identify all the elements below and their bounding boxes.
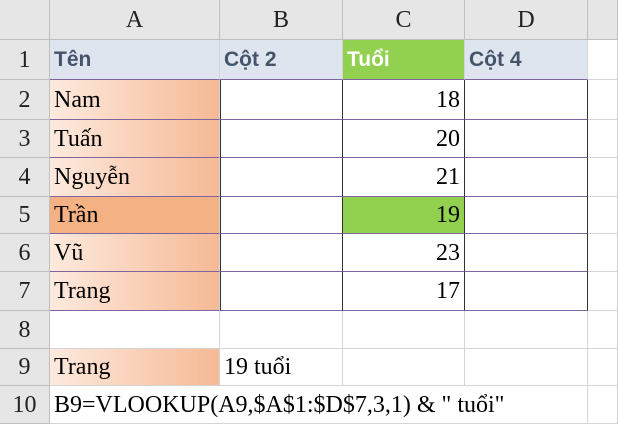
table-header: Cột 2 bbox=[220, 40, 343, 80]
name-cell: Tuấn bbox=[50, 120, 220, 158]
age-cell: 20 bbox=[343, 120, 465, 158]
name-cell: Nguyễn bbox=[50, 158, 220, 197]
row-header: 4 bbox=[0, 158, 50, 197]
empty-cell bbox=[220, 197, 343, 234]
row-header: 6 bbox=[0, 234, 50, 272]
table-header: Tuổi bbox=[343, 40, 465, 80]
table-header: Tên bbox=[50, 40, 220, 80]
empty-cell bbox=[465, 234, 588, 272]
name-cell: Nam bbox=[50, 80, 220, 120]
row-header: 10 bbox=[0, 386, 50, 424]
empty-cell bbox=[50, 311, 220, 349]
row-header: 3 bbox=[0, 120, 50, 158]
lookup-input: Trang bbox=[50, 349, 220, 386]
age-cell: 19 bbox=[343, 197, 465, 234]
row-header: 9 bbox=[0, 349, 50, 386]
empty-cell bbox=[465, 311, 588, 349]
age-cell: 21 bbox=[343, 158, 465, 197]
empty-cell bbox=[220, 272, 343, 311]
empty-cell bbox=[465, 158, 588, 197]
empty-cell bbox=[588, 349, 618, 386]
lookup-result: 19 tuổi bbox=[220, 349, 343, 386]
empty-cell bbox=[588, 197, 618, 234]
row-header: 1 bbox=[0, 40, 50, 80]
empty-cell bbox=[465, 349, 588, 386]
column-header: D bbox=[465, 0, 588, 40]
column-header: C bbox=[343, 0, 465, 40]
empty-cell bbox=[220, 80, 343, 120]
empty-cell bbox=[343, 349, 465, 386]
formula-text: B9=VLOOKUP(A9,$A$1:$D$7,3,1) & " tuổi" bbox=[50, 386, 588, 424]
name-cell: Trang bbox=[50, 272, 220, 311]
age-cell: 18 bbox=[343, 80, 465, 120]
name-cell: Vũ bbox=[50, 234, 220, 272]
table-header: Cột 4 bbox=[465, 40, 588, 80]
empty-cell bbox=[343, 311, 465, 349]
column-header: A bbox=[50, 0, 220, 40]
empty-cell bbox=[588, 311, 618, 349]
empty-cell bbox=[588, 158, 618, 197]
age-cell: 17 bbox=[343, 272, 465, 311]
row-header: 5 bbox=[0, 197, 50, 234]
empty-cell bbox=[588, 386, 618, 424]
empty-cell bbox=[588, 80, 618, 120]
empty-cell bbox=[588, 40, 618, 80]
row-header: 7 bbox=[0, 272, 50, 311]
column-header: B bbox=[220, 0, 343, 40]
age-cell: 23 bbox=[343, 234, 465, 272]
corner bbox=[0, 0, 50, 40]
row-header: 8 bbox=[0, 311, 50, 349]
empty-cell bbox=[220, 311, 343, 349]
empty-cell bbox=[465, 80, 588, 120]
empty-cell bbox=[465, 272, 588, 311]
empty-cell bbox=[588, 120, 618, 158]
empty-cell bbox=[465, 120, 588, 158]
empty-cell bbox=[588, 234, 618, 272]
empty-cell bbox=[220, 158, 343, 197]
column-header bbox=[588, 0, 618, 40]
empty-cell bbox=[220, 120, 343, 158]
row-header: 2 bbox=[0, 80, 50, 120]
empty-cell bbox=[220, 234, 343, 272]
empty-cell bbox=[588, 272, 618, 311]
name-cell: Trần bbox=[50, 197, 220, 234]
empty-cell bbox=[465, 197, 588, 234]
